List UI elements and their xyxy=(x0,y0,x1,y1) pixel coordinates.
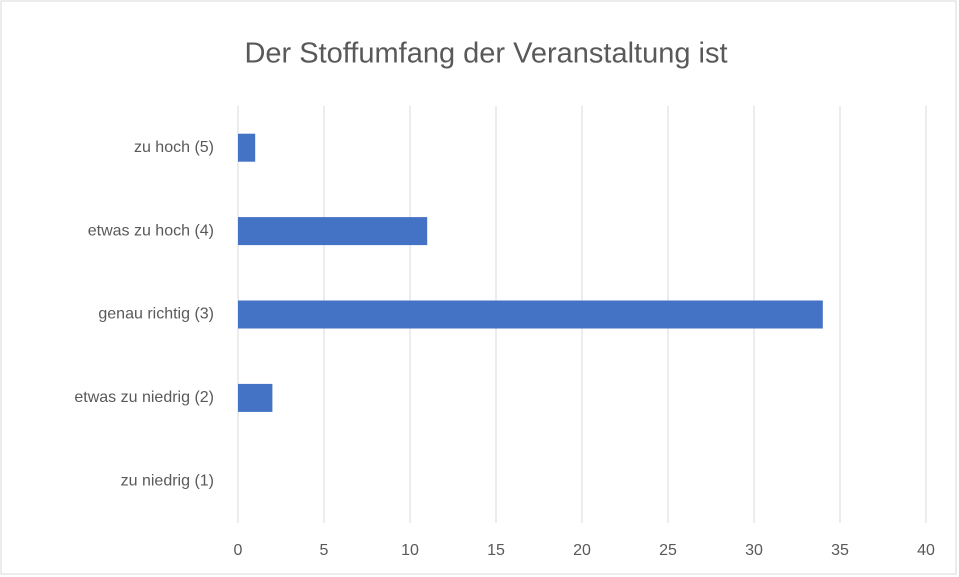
y-tick-label: zu niedrig (1) xyxy=(121,473,214,490)
x-tick-label: 40 xyxy=(917,542,935,559)
x-tick-label: 20 xyxy=(573,542,591,559)
y-tick-label: etwas zu niedrig (2) xyxy=(74,389,214,406)
x-tick-label: 10 xyxy=(401,542,419,559)
y-tick-label: zu hoch (5) xyxy=(134,139,214,156)
x-tick-label: 25 xyxy=(659,542,677,559)
x-tick-label: 30 xyxy=(745,542,763,559)
x-tick-label: 15 xyxy=(487,542,505,559)
bar xyxy=(238,217,428,246)
x-tick-label: 35 xyxy=(831,542,849,559)
y-tick-label: etwas zu hoch (4) xyxy=(88,222,214,239)
bar xyxy=(238,300,823,329)
y-tick-label: genau richtig (3) xyxy=(98,306,214,323)
chart-title: Der Stoffumfang der Veranstaltung ist xyxy=(244,38,727,70)
bar xyxy=(238,133,256,162)
x-tick-label: 5 xyxy=(320,542,329,559)
bar xyxy=(238,383,273,412)
x-tick-label: 0 xyxy=(234,542,243,559)
